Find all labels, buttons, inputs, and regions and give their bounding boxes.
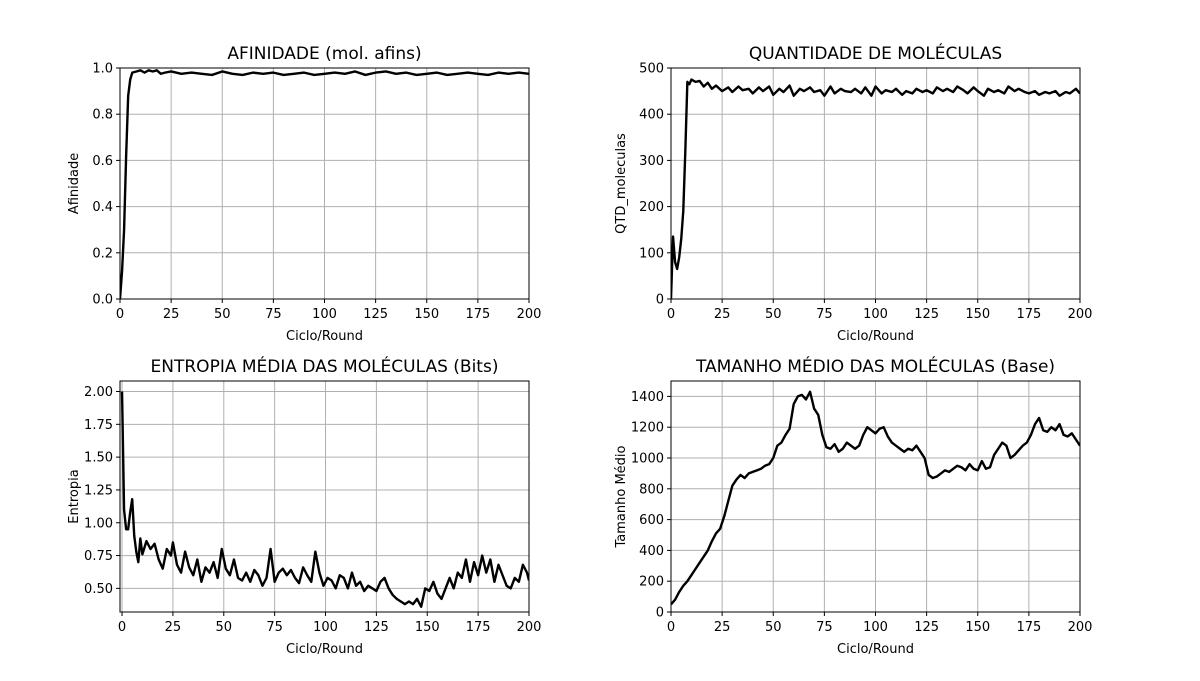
chart-title: TAMANHO MÉDIO DAS MOLÉCULAS (Base)	[695, 355, 1055, 377]
x-tick-label: 175	[465, 307, 490, 322]
y-tick-label: 1400	[631, 390, 664, 405]
chart-panel-tamanho: 0 25 50 75 100 125 150 175 200 0 200 400 600 800 1000 1…	[614, 355, 1092, 657]
y-axis-label: Entropia	[67, 469, 82, 523]
y-tick-label: 0.4	[92, 200, 113, 215]
y-tick-label: 1.00	[84, 516, 113, 531]
x-axis-label: Ciclo/Round	[837, 642, 914, 657]
x-tick-label: 200	[1068, 620, 1093, 635]
x-tick-label: 150	[965, 307, 990, 322]
x-tick-label: 200	[1068, 307, 1093, 322]
y-tick-label: 300	[639, 154, 664, 169]
y-tick-label: 400	[639, 544, 664, 559]
x-tick-label: 100	[312, 307, 337, 322]
chart-panel-entropia: 0 25 50 75 100 125 150 175 200 0.50 0.75 1.00 1.25 1.…	[67, 355, 541, 657]
axes-frame	[670, 67, 1081, 300]
x-axis-label: Ciclo/Round	[837, 329, 914, 344]
x-tick-label: 125	[914, 620, 939, 635]
y-tick-label: 1.50	[84, 451, 113, 466]
x-tick-label: 25	[165, 620, 182, 635]
axes-frame	[119, 67, 530, 300]
x-tick-label: 175	[466, 620, 491, 635]
y-tick-label: 200	[639, 575, 664, 590]
x-tick-label: 50	[765, 307, 782, 322]
y-tick-label: 600	[639, 513, 664, 528]
y-tick-label: 800	[639, 482, 664, 497]
x-tick-label: 75	[266, 620, 283, 635]
x-tick-label: 75	[265, 307, 282, 322]
x-tick-label: 50	[214, 307, 231, 322]
axes-frame	[670, 380, 1081, 613]
x-tick-label: 100	[863, 307, 888, 322]
x-tick-label: 0	[667, 307, 675, 322]
y-tick-label: 0.75	[84, 549, 113, 564]
x-tick-label: 50	[765, 620, 782, 635]
y-tick-label: 400	[639, 108, 664, 123]
chart-title: AFINIDADE (mol. afins)	[227, 44, 421, 64]
x-tick-label: 125	[364, 620, 389, 635]
chart-title: QUANTIDADE DE MOLÉCULAS	[749, 42, 1002, 64]
y-tick-label: 2.00	[84, 385, 113, 400]
x-tick-label: 25	[163, 307, 180, 322]
y-tick-label: 0	[656, 606, 664, 621]
y-tick-label: 0.8	[92, 108, 113, 123]
y-tick-label: 0.0	[92, 293, 113, 308]
series-line	[120, 391, 529, 608]
axes-frame	[119, 380, 530, 613]
x-tick-label: 125	[363, 307, 388, 322]
x-tick-label: 150	[965, 620, 990, 635]
x-tick-label: 75	[816, 307, 833, 322]
x-tick-label: 125	[914, 307, 939, 322]
y-tick-label: 500	[639, 62, 664, 77]
x-tick-label: 150	[414, 307, 439, 322]
y-tick-label: 1200	[631, 421, 664, 436]
series-line	[671, 390, 1080, 606]
y-tick-label: 0.6	[92, 154, 113, 169]
y-tick-label: 0	[656, 293, 664, 308]
y-tick-label: 200	[639, 200, 664, 215]
series-line	[120, 69, 529, 299]
x-tick-label: 25	[714, 307, 731, 322]
y-tick-label: 0.2	[92, 246, 113, 261]
y-tick-label: 0.50	[84, 582, 113, 597]
y-axis-label: Afinidade	[67, 153, 82, 214]
x-tick-label: 0	[116, 307, 124, 322]
chart-panel-quantidade: 0 25 50 75 100 125 150 175 200 0 100 200 300 400 500 QU…	[614, 42, 1092, 344]
chart-title: ENTROPIA MÉDIA DAS MOLÉCULAS (Bits)	[151, 355, 499, 377]
series-line	[671, 78, 1080, 299]
y-tick-label: 1.0	[92, 62, 113, 77]
x-tick-label: 150	[415, 620, 440, 635]
chart-panel-afinidade: 0 25 50 75 100 125 150 175 200 0.0 0.2 0.4 0.6 0.8 1.0…	[67, 44, 541, 344]
x-axis-label: Ciclo/Round	[286, 642, 363, 657]
x-tick-label: 100	[863, 620, 888, 635]
x-tick-label: 200	[517, 307, 542, 322]
x-tick-label: 175	[1016, 307, 1041, 322]
x-tick-label: 50	[216, 620, 233, 635]
y-tick-label: 1000	[631, 452, 664, 467]
y-axis-label: Tamanho Médio	[614, 445, 629, 548]
y-tick-label: 1.25	[84, 483, 113, 498]
x-tick-label: 0	[667, 620, 675, 635]
x-tick-label: 0	[118, 620, 126, 635]
x-tick-label: 200	[517, 620, 542, 635]
x-axis-label: Ciclo/Round	[286, 329, 363, 344]
x-tick-label: 75	[816, 620, 833, 635]
x-tick-label: 100	[313, 620, 338, 635]
y-axis-label: QTD_moleculas	[614, 133, 629, 234]
x-tick-label: 25	[714, 620, 731, 635]
y-tick-label: 1.75	[84, 418, 113, 433]
y-tick-label: 100	[639, 246, 664, 261]
x-tick-label: 175	[1016, 620, 1041, 635]
